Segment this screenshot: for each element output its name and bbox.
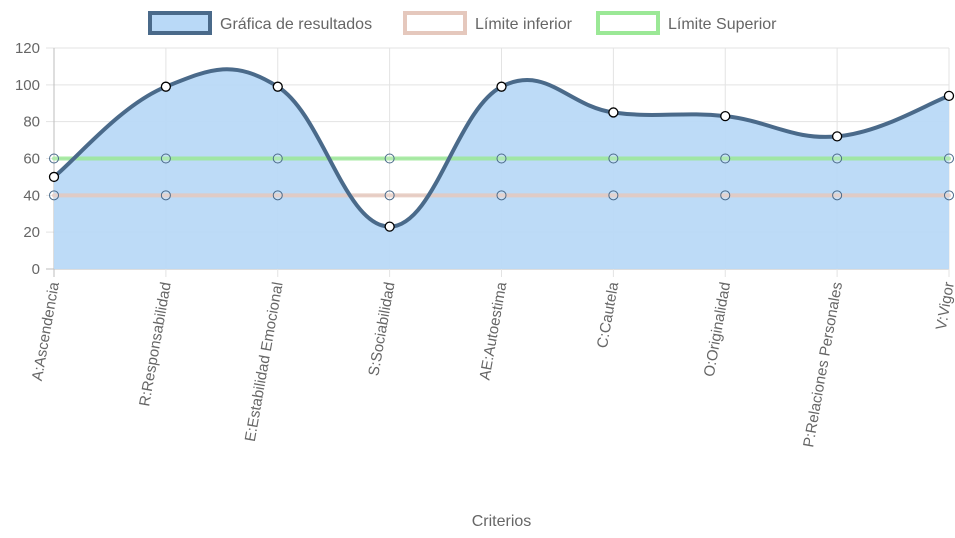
data-point[interactable] <box>720 153 731 164</box>
x-tick-label: S:Sociabilidad <box>365 281 398 378</box>
series-points <box>48 81 955 232</box>
legend-item[interactable]: Límite Superior <box>596 11 777 35</box>
data-point[interactable] <box>49 190 59 201</box>
data-point[interactable] <box>720 190 731 201</box>
legend-item[interactable]: Gráfica de resultados <box>148 11 372 35</box>
data-point[interactable] <box>384 190 395 201</box>
legend-label: Límite Superior <box>668 16 777 33</box>
data-point[interactable] <box>160 190 171 201</box>
data-point[interactable] <box>272 81 283 92</box>
legend-label: Límite inferior <box>475 16 573 33</box>
y-tick-label: 20 <box>23 224 40 241</box>
data-point[interactable] <box>272 190 283 201</box>
data-point[interactable] <box>496 190 507 201</box>
data-point[interactable] <box>832 190 843 201</box>
legend-label: Gráfica de resultados <box>220 16 372 33</box>
series-fills <box>54 69 949 269</box>
legend-swatch <box>148 11 212 35</box>
data-point[interactable] <box>944 190 954 201</box>
data-point[interactable] <box>496 153 507 164</box>
data-point[interactable] <box>831 131 843 142</box>
x-tick-label: C:Cautela <box>594 280 622 349</box>
data-point[interactable] <box>384 153 395 164</box>
x-tick-label: V:Vigor <box>933 281 955 332</box>
x-tick-label: A:Ascendencia <box>29 280 63 382</box>
data-point[interactable] <box>384 221 395 232</box>
x-tick-label: AE:Autoestima <box>476 280 510 381</box>
x-tick-label: E:Estabilidad Emocional <box>242 281 287 443</box>
x-tick-label: O:Originalidad <box>701 281 734 378</box>
y-tick-label: 0 <box>32 261 40 278</box>
data-point[interactable] <box>48 171 60 183</box>
data-point[interactable] <box>720 110 731 122</box>
data-point[interactable] <box>496 81 507 92</box>
data-point[interactable] <box>608 153 619 164</box>
y-tick-label: 80 <box>23 114 40 131</box>
data-point[interactable] <box>608 190 619 201</box>
data-point[interactable] <box>49 153 59 164</box>
legend-swatch <box>596 11 660 35</box>
series-lines <box>52 67 951 229</box>
series-line-0 <box>52 67 951 229</box>
data-point[interactable] <box>832 153 843 164</box>
x-tick-label: R:Responsabilidad <box>136 281 175 408</box>
data-point[interactable] <box>608 107 619 118</box>
y-tick-label: 100 <box>15 77 40 94</box>
y-tick-label: 40 <box>23 187 40 204</box>
legend-item[interactable]: Límite inferior <box>403 11 573 35</box>
y-tick-label: 60 <box>23 151 40 168</box>
data-point[interactable] <box>943 90 955 102</box>
y-axis: 0 20 40 60 80 100 120 <box>15 40 40 278</box>
data-point[interactable] <box>272 153 283 164</box>
x-axis: A:Ascendencia R:Responsabilidad E:Estabili… <box>29 280 955 449</box>
legend-swatch <box>403 11 467 35</box>
legend: Gráfica de resultados Límite inferior Lími… <box>148 11 777 35</box>
y-tick-label: 120 <box>15 40 40 57</box>
data-point[interactable] <box>160 81 172 92</box>
x-axis-title: Criterios <box>472 513 532 530</box>
data-point[interactable] <box>160 153 171 164</box>
data-point[interactable] <box>944 153 954 164</box>
x-tick-label: P:Relaciones Personales <box>800 281 846 449</box>
series-area-0 <box>54 69 949 269</box>
